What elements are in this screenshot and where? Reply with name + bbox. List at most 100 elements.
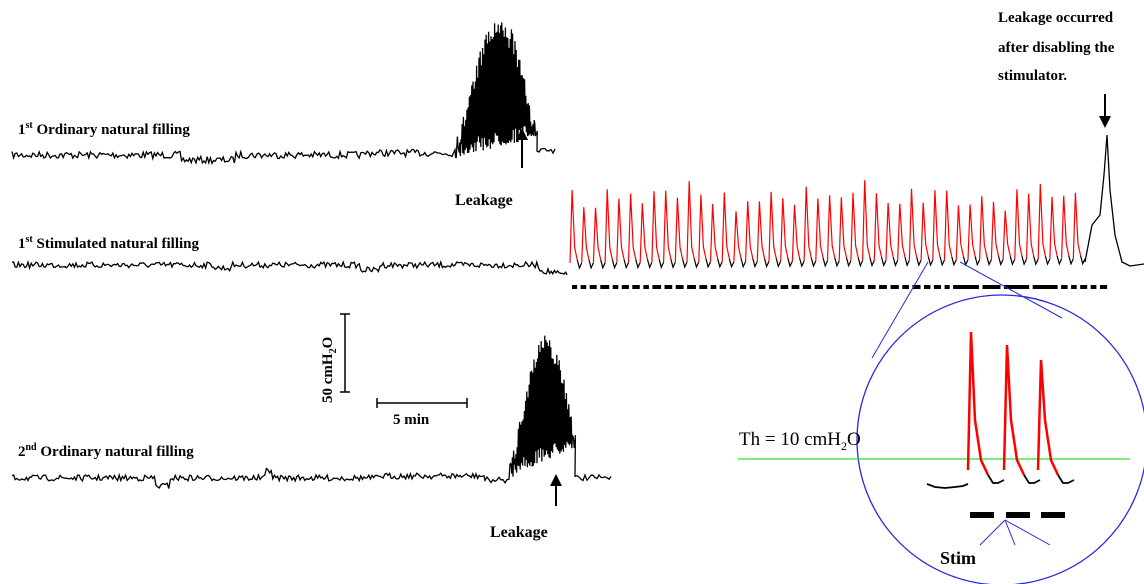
stimulated-contraction-tail (1068, 255, 1074, 266)
stimulated-contraction-tail (834, 257, 840, 268)
stim-marker (837, 285, 843, 289)
leakage-label-3: Leakage (490, 524, 548, 541)
stim-marker (814, 285, 823, 289)
stimulated-contraction-tail (986, 256, 992, 267)
trace2-line-baseline (11, 259, 568, 276)
stimulated-contraction-tail (588, 259, 594, 270)
inset-stim-marker (1006, 512, 1030, 518)
stimulated-contraction-tail (670, 259, 676, 269)
stimulated-contraction (862, 180, 871, 261)
stimulated-contraction (1072, 192, 1082, 259)
trace2-stimulated-segment (569, 134, 1144, 270)
stimulated-contraction-tail (951, 256, 957, 267)
stimulated-contraction-tail (799, 257, 805, 268)
stimulated-contraction (803, 186, 812, 262)
stimulated-contraction-tail (916, 256, 922, 267)
inset-trace (926, 331, 1075, 489)
stimulated-contraction (1061, 195, 1070, 259)
stim-marker (687, 285, 696, 289)
stimulated-contraction-tail (845, 257, 852, 268)
leakage-peak (1084, 134, 1144, 267)
stimulated-contraction (569, 189, 578, 264)
stimulated-contraction-tail (1033, 255, 1039, 266)
stimulated-contraction (616, 198, 625, 263)
zoom-inset-circle (856, 294, 1144, 584)
stimulated-contraction-tail (611, 259, 618, 270)
stimulated-contraction-tail (693, 258, 700, 269)
stimulated-contraction (1025, 193, 1035, 260)
stimulated-contraction-tail (822, 257, 829, 268)
stim-marker (1090, 285, 1097, 289)
stimulated-contraction-tail (939, 256, 946, 267)
stimulated-contraction (686, 181, 695, 263)
trace3-line (11, 335, 612, 489)
stimulated-contraction (826, 195, 836, 261)
inset-stim-markers (970, 512, 1065, 518)
stimulated-contraction (756, 201, 766, 262)
stim-marker (652, 285, 662, 289)
trace1-line (11, 22, 556, 166)
stimulated-contraction-tail (1056, 255, 1063, 266)
stim-marker (572, 285, 578, 289)
stim-marker (621, 285, 629, 289)
stim-marker (845, 285, 853, 289)
stim-marker (855, 285, 865, 289)
trace3-label: 2nd Ordinary natural filling (18, 442, 194, 460)
stim-marker (740, 285, 747, 289)
leakage-arrowhead-2 (1099, 116, 1111, 128)
stimulated-contraction (897, 203, 906, 261)
zoom-connector-left (871, 261, 929, 359)
trace2-label: 1st Stimulated natural filling (18, 234, 200, 252)
stim-marker (699, 285, 708, 289)
stimulated-contraction (627, 193, 637, 263)
stimulated-contraction (651, 191, 660, 263)
stim-marker (933, 285, 941, 289)
stim-marker (1080, 285, 1088, 289)
stim-marker (1071, 285, 1077, 289)
stimulated-contraction (581, 207, 590, 263)
stimulated-contraction-tail (658, 259, 665, 270)
inset-stim-marker (1041, 512, 1065, 518)
stimulated-contraction-tail (1044, 255, 1051, 266)
stimulated-contraction (639, 203, 649, 263)
stimulated-contraction-tail (998, 256, 1004, 267)
stimulated-contraction-tail (1080, 255, 1086, 266)
inset-contraction-tail (1057, 474, 1075, 484)
stim-marker (580, 285, 587, 289)
stimulated-contraction-tail (881, 257, 887, 268)
stim-marker (664, 285, 673, 289)
stim-marker (791, 285, 800, 289)
stim-marker (802, 285, 812, 289)
stim-marker (780, 285, 789, 289)
stim-marker (612, 285, 619, 289)
stimulated-contraction-tail (775, 258, 782, 269)
stimulated-contraction (873, 193, 883, 261)
stimulated-contraction-tail (892, 257, 899, 268)
pressure-scale-label: 50 cmH2O (320, 337, 339, 403)
stim-pointer-1 (1004, 519, 1051, 546)
stimulated-contraction (1002, 210, 1011, 260)
stimulated-contraction-tail (717, 258, 723, 269)
stimulated-contraction-tail (810, 257, 817, 268)
stim-marker (953, 285, 979, 289)
stim-marker (890, 285, 899, 289)
inset-contraction-tail (1023, 474, 1041, 484)
stimulated-contraction (604, 189, 613, 263)
stimulated-contraction-tail (635, 259, 641, 270)
stim-marker (729, 285, 737, 289)
stimulated-contraction-tail (962, 256, 969, 267)
stimulated-contraction-tail (600, 259, 606, 270)
stimulation-markers (572, 285, 1108, 289)
stimulated-contraction-tail (869, 257, 875, 268)
threshold-label: Th = 10 cmH2O (739, 429, 861, 453)
stimulated-contraction (709, 203, 719, 262)
trace1-label: 1st Ordinary natural filling (18, 120, 190, 138)
stim-marker (912, 285, 921, 289)
time-scale-label: 5 min (393, 412, 430, 428)
stimulated-contraction (955, 205, 965, 260)
stimulated-contraction-tail (705, 258, 712, 269)
stimulated-contraction (721, 192, 730, 262)
stimulated-contraction (943, 190, 953, 260)
stim-marker (632, 285, 640, 289)
